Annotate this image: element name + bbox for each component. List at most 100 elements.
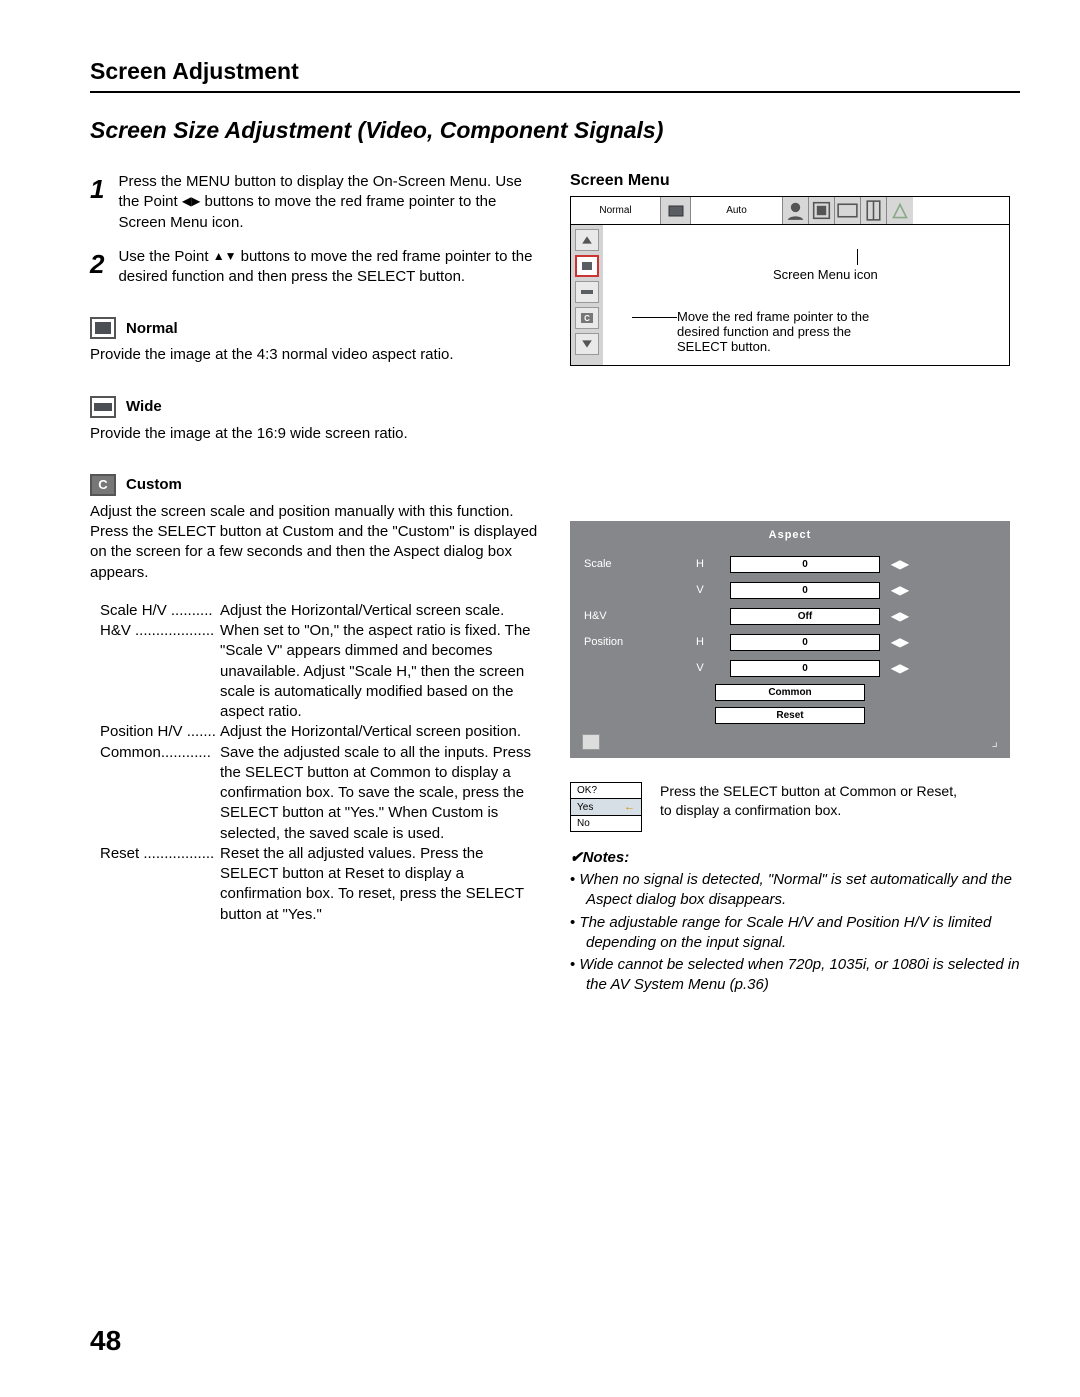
confirm-ok-label: OK? <box>571 783 641 799</box>
aspect-row-hv: H&V Off ◀▶ <box>570 603 1010 629</box>
param-text: When set to "On," the aspect ratio is fi… <box>220 621 540 722</box>
param-row: Common............ Save the adjusted sca… <box>100 743 540 844</box>
aspect-sublabel: V <box>670 584 730 596</box>
svg-text:C: C <box>584 314 590 323</box>
param-text: Adjust the Horizontal/Vertical screen po… <box>220 722 540 742</box>
aspect-row-scale-h: Scale H 0 ◀▶ <box>570 551 1010 577</box>
screen-menu-box: Normal Auto C <box>570 196 1010 366</box>
aspect-arrows-icon[interactable]: ◀▶ <box>880 609 920 623</box>
aspect-common-button[interactable]: Common <box>715 684 865 701</box>
aspect-sublabel: H <box>670 636 730 648</box>
menu-top-bar: Normal Auto <box>571 197 1009 225</box>
aspect-label: Scale <box>584 558 670 570</box>
quit-icon[interactable] <box>582 734 600 750</box>
page-number: 48 <box>90 1325 121 1357</box>
toolbar-icon[interactable] <box>887 197 913 224</box>
param-text: Save the adjusted scale to all the input… <box>220 743 540 844</box>
step-number: 2 <box>90 247 104 288</box>
aspect-row-pos-v: V 0 ◀▶ <box>570 655 1010 681</box>
confirm-no-button[interactable]: No <box>571 816 641 831</box>
confirm-text: Press the SELECT button at Common or Res… <box>660 782 960 820</box>
aspect-label: H&V <box>584 610 670 622</box>
toolbar-icon[interactable] <box>861 197 887 224</box>
confirm-area: OK? Yes← No Press the SELECT button at C… <box>570 782 1020 832</box>
menu-item-custom[interactable]: C <box>575 307 599 329</box>
param-label: Reset ................. <box>100 844 220 925</box>
screen-menu-heading: Screen Menu <box>570 172 1020 190</box>
aspect-arrows-icon[interactable]: ◀▶ <box>880 557 920 571</box>
mode-wide: Wide Provide the image at the 16:9 wide … <box>90 396 540 444</box>
callout-text: Screen Menu icon <box>773 267 878 282</box>
right-column: Screen Menu Normal Auto C <box>570 172 1020 998</box>
left-column: 1 Press the MENU button to display the O… <box>90 172 540 998</box>
mode-custom: Custom Adjust the screen scale and posit… <box>90 474 540 583</box>
param-label: H&V ................... <box>100 621 220 722</box>
callout-screen-icon: Screen Menu icon <box>773 267 878 282</box>
step-text: Use the Point ▲▼ buttons to move the red… <box>118 247 540 288</box>
param-label: Position H/V ....... <box>100 722 220 742</box>
param-row: Scale H/V .......... Adjust the Horizont… <box>100 601 540 621</box>
screen-menu-icon[interactable] <box>661 197 691 224</box>
step-number: 1 <box>90 172 104 233</box>
param-row: Reset ................. Reset the all ad… <box>100 844 540 925</box>
point-lr-icon: ◀▶ <box>182 193 200 209</box>
toolbar-icon[interactable] <box>835 197 861 224</box>
toolbar-icon[interactable] <box>809 197 835 224</box>
mode-title: Wide <box>126 398 162 415</box>
menu-body-area: Screen Menu icon Move the red frame poin… <box>603 225 1009 365</box>
aspect-value[interactable]: 0 <box>730 660 880 677</box>
step2-a: Use the Point <box>118 248 212 265</box>
aspect-row-scale-v: V 0 ◀▶ <box>570 577 1010 603</box>
param-row: H&V ................... When set to "On,… <box>100 621 540 722</box>
mode-desc: Provide the image at the 16:9 wide scree… <box>90 424 540 444</box>
mode-title: Normal <box>126 320 178 337</box>
resize-icon: ⌟ <box>991 733 998 750</box>
toolbar-icon[interactable] <box>783 197 809 224</box>
menu-current-name: Normal <box>571 197 661 224</box>
notes-block: ✔Notes: When no signal is detected, "Nor… <box>570 848 1020 996</box>
param-text: Reset the all adjusted values. Press the… <box>220 844 540 925</box>
pointer-arrow-icon: ← <box>624 801 635 813</box>
param-list: Scale H/V .......... Adjust the Horizont… <box>100 601 540 925</box>
callout-text: Move the red frame pointer to the desire… <box>677 309 869 354</box>
mode-title: Custom <box>126 476 182 493</box>
aspect-value[interactable]: 0 <box>730 582 880 599</box>
aspect-dialog: Aspect Scale H 0 ◀▶ V 0 ◀▶ H&V Off ◀▶ Po… <box>570 521 1010 758</box>
page-subtitle: Screen Size Adjustment (Video, Component… <box>90 117 1020 144</box>
custom-icon <box>90 474 116 496</box>
aspect-value[interactable]: Off <box>730 608 880 625</box>
aspect-value[interactable]: 0 <box>730 634 880 651</box>
menu-item-wide[interactable] <box>575 281 599 303</box>
aspect-reset-button[interactable]: Reset <box>715 707 865 724</box>
menu-up-button[interactable] <box>575 229 599 251</box>
aspect-arrows-icon[interactable]: ◀▶ <box>880 583 920 597</box>
step-text: Press the MENU button to display the On-… <box>118 172 540 233</box>
aspect-row-pos-h: Position H 0 ◀▶ <box>570 629 1010 655</box>
mode-desc: Adjust the screen scale and position man… <box>90 502 540 583</box>
note-item: The adjustable range for Scale H/V and P… <box>570 913 1020 954</box>
step-1: 1 Press the MENU button to display the O… <box>90 172 540 233</box>
aspect-sublabel: V <box>670 662 730 674</box>
param-label: Scale H/V .......... <box>100 601 220 621</box>
confirm-yes-button[interactable]: Yes← <box>571 799 641 816</box>
aspect-sublabel: H <box>670 558 730 570</box>
step-2: 2 Use the Point ▲▼ buttons to move the r… <box>90 247 540 288</box>
callout-move-pointer: Move the red frame pointer to the desire… <box>677 309 897 354</box>
param-label: Common............ <box>100 743 220 844</box>
menu-auto-label: Auto <box>691 197 783 224</box>
section-title: Screen Adjustment <box>90 58 1020 93</box>
aspect-value[interactable]: 0 <box>730 556 880 573</box>
aspect-arrows-icon[interactable]: ◀▶ <box>880 661 920 675</box>
mode-desc: Provide the image at the 4:3 normal vide… <box>90 345 540 365</box>
notes-title: ✔Notes: <box>570 848 1020 866</box>
mode-normal: Normal Provide the image at the 4:3 norm… <box>90 317 540 365</box>
point-ud-icon: ▲▼ <box>213 248 237 264</box>
menu-item-normal[interactable] <box>575 255 599 277</box>
menu-down-button[interactable] <box>575 333 599 355</box>
param-text: Adjust the Horizontal/Vertical screen sc… <box>220 601 540 621</box>
aspect-arrows-icon[interactable]: ◀▶ <box>880 635 920 649</box>
normal-icon <box>90 317 116 339</box>
wide-icon <box>90 396 116 418</box>
menu-side: C <box>571 225 603 365</box>
aspect-label: Position <box>584 636 670 648</box>
